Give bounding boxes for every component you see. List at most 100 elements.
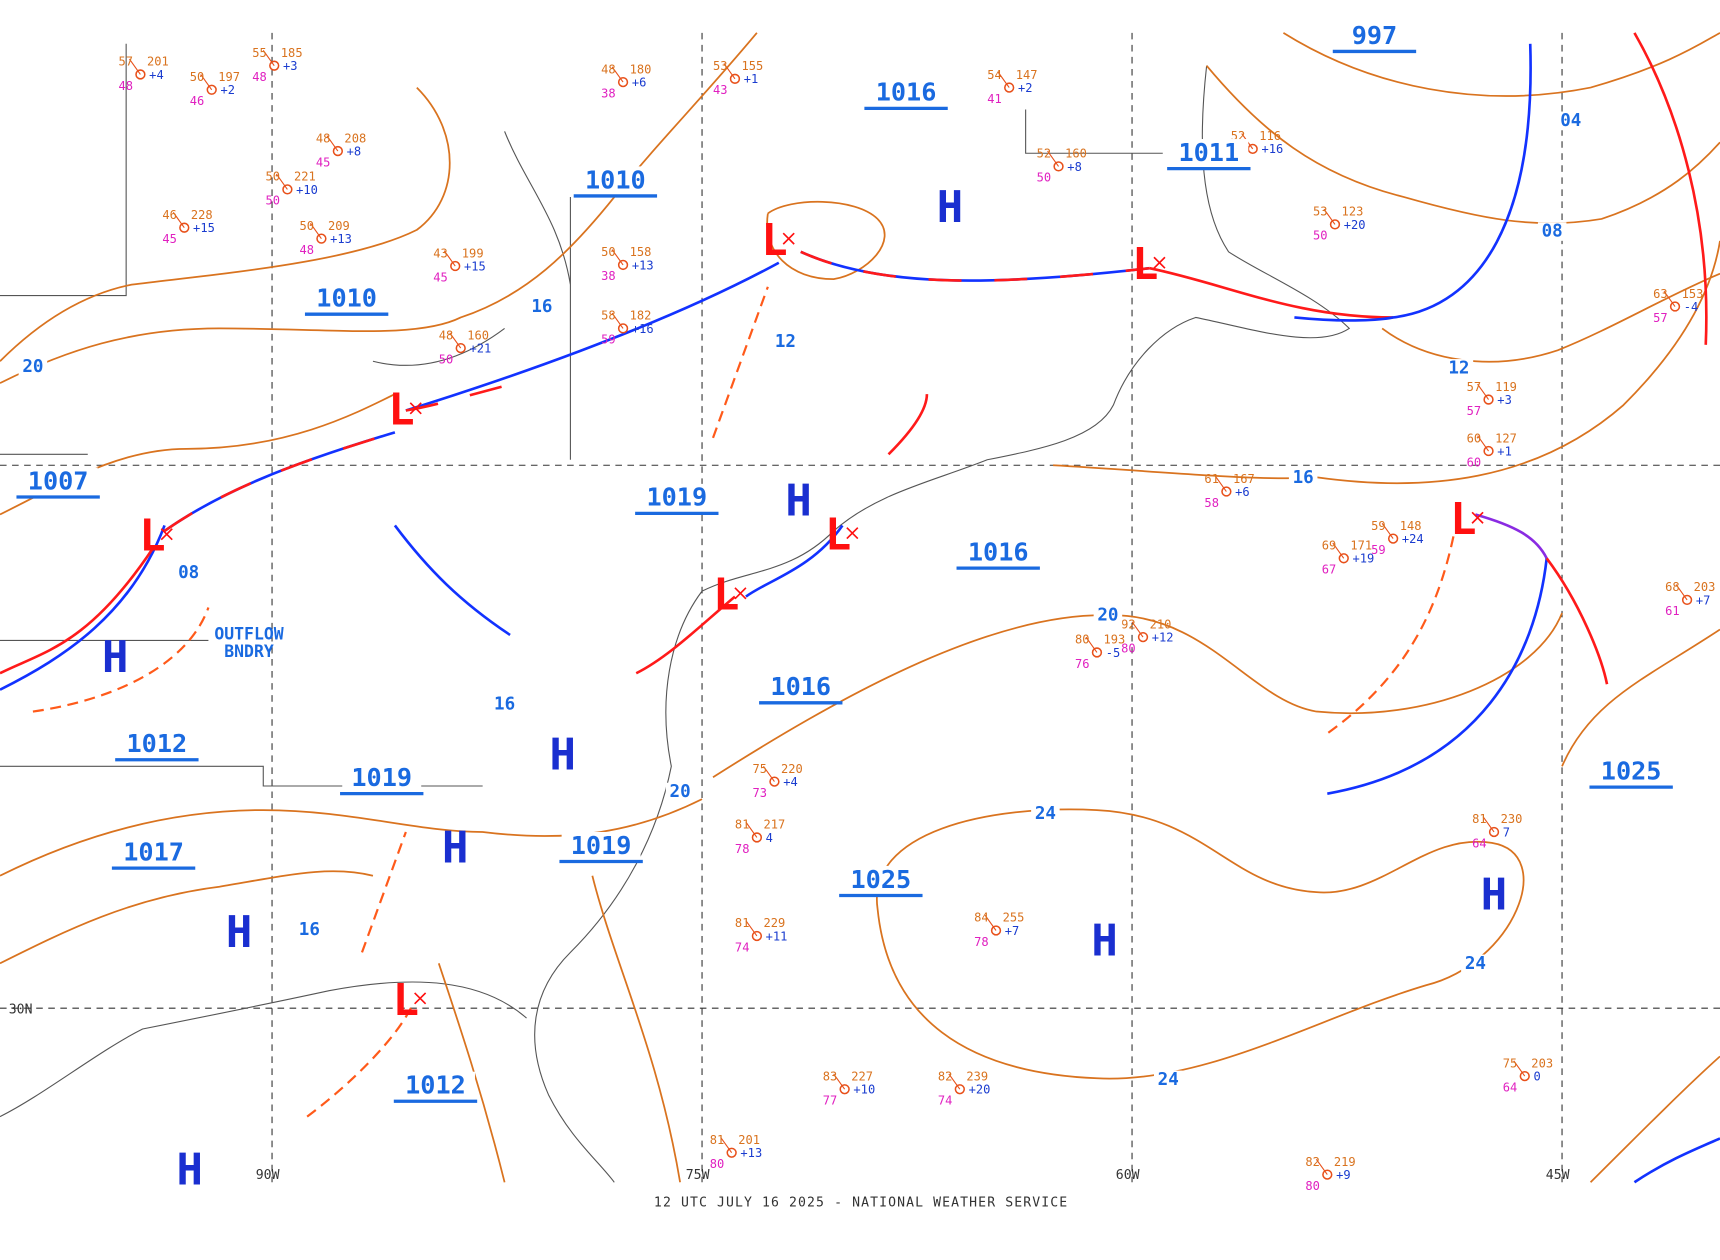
pressure: 219 bbox=[1334, 1155, 1356, 1169]
isobar-short-label: 20 bbox=[1097, 606, 1118, 626]
station-circle bbox=[751, 832, 763, 843]
temperature: 48 bbox=[316, 131, 331, 145]
isobar bbox=[0, 32, 758, 384]
pressure: 193 bbox=[1104, 633, 1126, 647]
station: 57 48 201+4 bbox=[118, 55, 168, 93]
isobar-short-label: 20 bbox=[670, 782, 691, 802]
station: 48 45 208+8 bbox=[316, 131, 366, 169]
isobar-label: 1011 bbox=[1178, 138, 1239, 167]
pressure: 197 bbox=[218, 70, 240, 84]
label-backing bbox=[841, 865, 921, 895]
station-circle bbox=[1329, 219, 1341, 230]
label-backing bbox=[866, 78, 946, 108]
low-center: L bbox=[1132, 239, 1158, 290]
label-backing bbox=[527, 297, 557, 317]
temperature: 60 bbox=[1467, 431, 1482, 445]
low-marker bbox=[414, 992, 427, 1005]
pressure-tendency: +11 bbox=[766, 929, 788, 943]
wind-barb bbox=[611, 249, 624, 266]
wind-barb bbox=[172, 212, 185, 229]
wind-barb bbox=[443, 250, 456, 267]
longitude-label: 45W bbox=[1546, 1168, 1570, 1183]
isobar-label: 1019 bbox=[571, 831, 632, 860]
warm-front bbox=[887, 394, 929, 456]
isobar bbox=[437, 963, 506, 1183]
fronts bbox=[0, 32, 1720, 1184]
dewpoint: 50 bbox=[265, 194, 280, 208]
wind-barb bbox=[948, 1073, 961, 1090]
isobar bbox=[1205, 65, 1720, 225]
label-backing bbox=[1093, 606, 1123, 626]
dewpoint: 77 bbox=[823, 1094, 838, 1108]
pressure: 167 bbox=[1233, 472, 1255, 486]
wind-barb bbox=[984, 914, 997, 931]
wind-barb bbox=[1381, 522, 1394, 539]
low-center: L bbox=[1450, 494, 1476, 545]
pressure: 229 bbox=[763, 916, 785, 930]
cold-front bbox=[1327, 558, 1548, 795]
label-backing bbox=[1591, 757, 1671, 786]
dewpoint: 48 bbox=[118, 79, 133, 93]
dewpoint: 61 bbox=[1665, 604, 1680, 618]
dewpoint: 67 bbox=[1322, 563, 1337, 577]
station-circle bbox=[282, 184, 293, 195]
pressure: 185 bbox=[281, 46, 303, 60]
station-circle bbox=[1488, 826, 1500, 838]
pressure: 208 bbox=[344, 131, 366, 145]
dewpoint: 57 bbox=[1467, 404, 1482, 418]
isobar-short-label: 04 bbox=[1560, 111, 1581, 131]
dewpoint: 73 bbox=[752, 786, 767, 800]
wind-barb bbox=[1323, 208, 1336, 225]
pressure-tendency: +4 bbox=[783, 775, 798, 789]
isobar-short-label: 20 bbox=[22, 357, 43, 377]
label-backing bbox=[958, 538, 1038, 568]
station-circle bbox=[1483, 445, 1494, 457]
pressure-tendency: +3 bbox=[283, 59, 298, 73]
station: 53 43 155+1 bbox=[713, 59, 763, 97]
isobar-label: 1016 bbox=[876, 78, 937, 107]
pressure: 199 bbox=[462, 246, 484, 260]
coastline bbox=[534, 590, 703, 1183]
low-marker bbox=[734, 587, 747, 600]
temperature: 75 bbox=[1503, 1056, 1518, 1070]
wind-barb bbox=[1085, 636, 1098, 653]
pressure: 209 bbox=[328, 219, 350, 233]
pressure-tendency: +20 bbox=[969, 1083, 991, 1097]
isobar bbox=[0, 870, 374, 965]
label-backing bbox=[395, 1071, 475, 1101]
isobar-short-label: 24 bbox=[1035, 804, 1056, 824]
high-center: H bbox=[102, 632, 128, 683]
longitude-label: 75W bbox=[686, 1168, 710, 1183]
wind-barb bbox=[1513, 1060, 1526, 1077]
isobar-short-label: 16 bbox=[494, 694, 515, 714]
wind-barb bbox=[309, 223, 322, 239]
station: 48 38 180+6 bbox=[601, 62, 651, 100]
station: 52 50 160+8 bbox=[1037, 147, 1087, 185]
high-center: H bbox=[785, 476, 811, 527]
pressure-tendency: +24 bbox=[1402, 532, 1424, 546]
stationary-front bbox=[163, 431, 396, 533]
low-marker bbox=[782, 232, 795, 245]
warm-front bbox=[635, 595, 736, 675]
isobar-label: 1025 bbox=[850, 865, 911, 894]
station-circle bbox=[726, 1147, 737, 1158]
temperature: 46 bbox=[162, 208, 177, 222]
dewpoint: 43 bbox=[713, 83, 728, 97]
label-backing bbox=[1537, 222, 1567, 241]
dewpoint: 64 bbox=[1472, 836, 1487, 850]
temperature: 81 bbox=[735, 916, 750, 930]
isobar-short-label: 16 bbox=[1293, 468, 1314, 488]
pressure-tendency: +10 bbox=[296, 183, 318, 197]
station: 57 57 119+3 bbox=[1467, 380, 1517, 418]
station: 50 50 221+10 bbox=[265, 170, 318, 208]
station: 48 50 160+21 bbox=[439, 328, 492, 366]
label-backing bbox=[18, 467, 98, 496]
station: 81 74 229+11 bbox=[735, 916, 788, 954]
cold-front bbox=[393, 524, 511, 637]
station-circle bbox=[1091, 647, 1103, 658]
trough bbox=[711, 286, 769, 439]
station-circle bbox=[751, 930, 763, 942]
station-circle bbox=[1519, 1070, 1530, 1082]
